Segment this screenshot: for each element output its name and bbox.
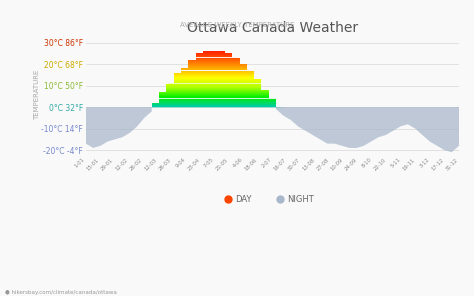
Y-axis label: TEMPERATURE: TEMPERATURE xyxy=(34,70,40,120)
Text: AVERAGE WEEKLY TEMPERATURE: AVERAGE WEEKLY TEMPERATURE xyxy=(180,22,294,28)
Text: DAY: DAY xyxy=(235,195,252,204)
Text: NIGHT: NIGHT xyxy=(287,195,314,204)
Title: Ottawa Canada Weather: Ottawa Canada Weather xyxy=(187,21,358,35)
Text: ● hikersbay.com/climate/canada/ottawa: ● hikersbay.com/climate/canada/ottawa xyxy=(5,289,117,295)
